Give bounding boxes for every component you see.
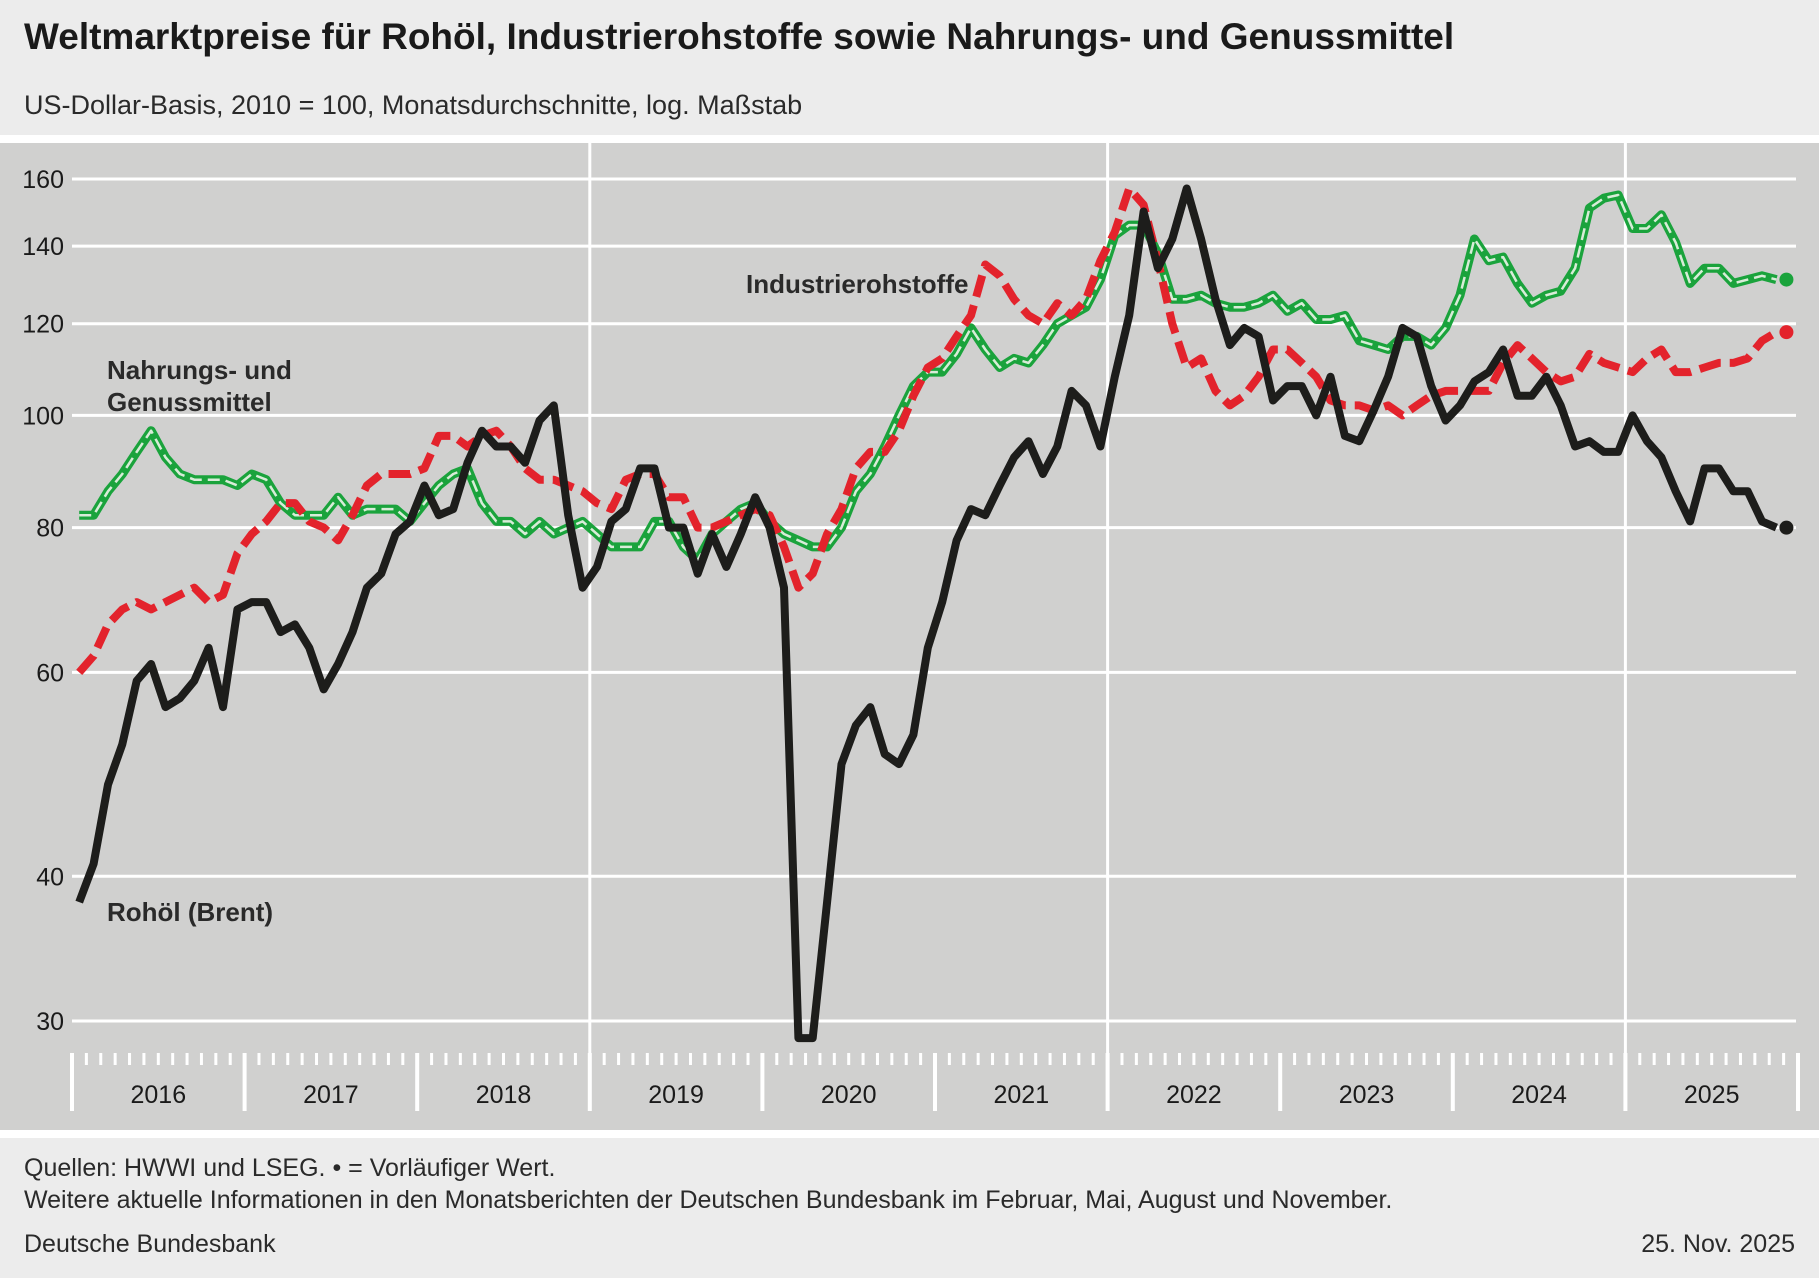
x-tick-label-2021: 2021 bbox=[993, 1081, 1049, 1109]
provisional-marker-food bbox=[1779, 272, 1794, 287]
footer-divider bbox=[0, 1130, 1819, 1138]
y-tick-label-160: 160 bbox=[22, 166, 64, 194]
publisher: Deutsche Bundesbank bbox=[24, 1230, 276, 1258]
x-tick-label-2023: 2023 bbox=[1339, 1081, 1395, 1109]
y-tick-label-100: 100 bbox=[22, 402, 64, 430]
series-group bbox=[75, 184, 1794, 1043]
x-tick-label-2024: 2024 bbox=[1511, 1081, 1567, 1109]
x-tick-label-2018: 2018 bbox=[476, 1081, 532, 1109]
x-tick-label-2019: 2019 bbox=[648, 1081, 704, 1109]
x-tick-label-2022: 2022 bbox=[1166, 1081, 1222, 1109]
y-tick-label-30: 30 bbox=[36, 1008, 64, 1036]
info-note: Weitere aktuelle Informationen in den Mo… bbox=[24, 1186, 1393, 1214]
header: Weltmarktpreise für Rohöl, Industrierohs… bbox=[0, 0, 1819, 135]
label-industrial: Industrierohstoffe bbox=[746, 269, 968, 299]
x-tick-label-2020: 2020 bbox=[821, 1081, 877, 1109]
label-food-line1: Nahrungs- und bbox=[107, 355, 292, 385]
source-note: Quellen: HWWI und LSEG. • = Vorläufiger … bbox=[24, 1154, 556, 1182]
publication-date: 25. Nov. 2025 bbox=[1641, 1230, 1795, 1258]
provisional-marker-oil bbox=[1779, 520, 1794, 535]
x-axis: 2016 2017 2018 2019 2020 2021 2022 2023 2024 2025 bbox=[70, 1053, 1800, 1111]
chart-title: Weltmarktpreise für Rohöl, Industrierohs… bbox=[24, 16, 1455, 57]
series-line-industrial bbox=[76, 184, 1779, 676]
grid bbox=[72, 143, 1796, 1053]
label-oil: Rohöl (Brent) bbox=[107, 897, 273, 927]
chart-area: 30 40 60 80 100 120 140 160 2016 2017 2018 2019 202… bbox=[0, 143, 1819, 1130]
footer: Quellen: HWWI und LSEG. • = Vorläufiger … bbox=[0, 1138, 1819, 1278]
x-tick-label-2016: 2016 bbox=[130, 1081, 186, 1109]
y-tick-label-80: 80 bbox=[36, 515, 64, 543]
y-axis: 30 40 60 80 100 120 140 160 bbox=[22, 166, 64, 1036]
y-tick-label-40: 40 bbox=[36, 863, 64, 891]
x-tick-label-2025: 2025 bbox=[1684, 1081, 1740, 1109]
y-tick-label-60: 60 bbox=[36, 659, 64, 687]
y-tick-label-120: 120 bbox=[22, 311, 64, 339]
chart-subtitle: US-Dollar-Basis, 2010 = 100, Monatsdurch… bbox=[24, 90, 803, 120]
x-tick-label-2017: 2017 bbox=[303, 1081, 359, 1109]
header-divider bbox=[0, 135, 1819, 143]
provisional-marker-industrial bbox=[1779, 325, 1794, 340]
label-food: Nahrungs- und Genussmittel bbox=[107, 355, 299, 417]
y-tick-label-140: 140 bbox=[22, 233, 64, 261]
series-line-oil bbox=[75, 184, 1778, 1043]
label-food-line2: Genussmittel bbox=[107, 387, 272, 417]
